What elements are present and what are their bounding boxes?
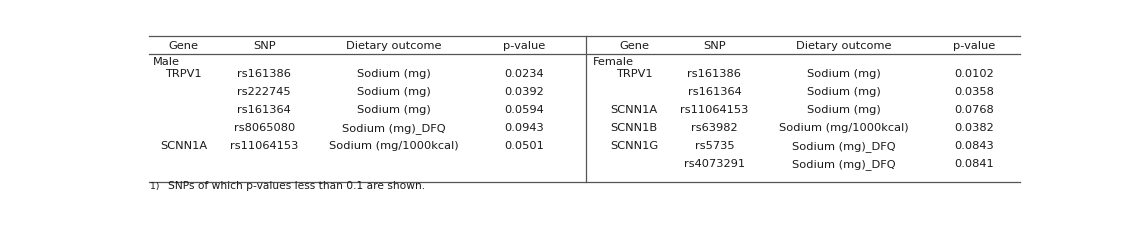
Text: Sodium (mg): Sodium (mg): [808, 86, 880, 96]
Text: rs161364: rs161364: [237, 105, 292, 115]
Text: Sodium (mg): Sodium (mg): [808, 105, 880, 115]
Text: Sodium (mg/1000kcal): Sodium (mg/1000kcal): [329, 141, 459, 151]
Text: TRPV1: TRPV1: [165, 69, 203, 79]
Text: 0.0358: 0.0358: [954, 86, 994, 96]
Text: SCNN1B: SCNN1B: [611, 123, 657, 133]
Text: rs222745: rs222745: [237, 86, 290, 96]
Text: 0.0501: 0.0501: [503, 141, 543, 151]
Text: 0.0594: 0.0594: [503, 105, 543, 115]
Text: 1): 1): [150, 181, 159, 190]
Text: rs5735: rs5735: [695, 141, 735, 151]
Text: Sodium (mg)_DFQ: Sodium (mg)_DFQ: [793, 158, 896, 169]
Text: Female: Female: [592, 57, 633, 67]
Text: 0.0768: 0.0768: [954, 105, 993, 115]
Text: rs8065080: rs8065080: [233, 123, 295, 133]
Text: rs11064153: rs11064153: [680, 105, 748, 115]
Text: SNPs of which p-values less than 0.1 are shown.: SNPs of which p-values less than 0.1 are…: [167, 180, 425, 190]
Text: p-value: p-value: [953, 41, 995, 51]
Text: rs161386: rs161386: [237, 69, 292, 79]
Text: SNP: SNP: [703, 41, 726, 51]
Text: Sodium (mg/1000kcal): Sodium (mg/1000kcal): [779, 123, 909, 133]
Text: 0.0234: 0.0234: [503, 69, 543, 79]
Text: rs161386: rs161386: [688, 69, 741, 79]
Text: 0.0841: 0.0841: [954, 159, 993, 169]
Text: Dietary outcome: Dietary outcome: [796, 41, 892, 51]
Text: p-value: p-value: [502, 41, 544, 51]
Text: Sodium (mg): Sodium (mg): [808, 69, 880, 79]
Text: 0.0382: 0.0382: [954, 123, 993, 133]
Text: 0.0943: 0.0943: [503, 123, 543, 133]
Text: rs63982: rs63982: [691, 123, 738, 133]
Text: SCNN1A: SCNN1A: [161, 141, 207, 151]
Text: Sodium (mg): Sodium (mg): [358, 69, 431, 79]
Text: SNP: SNP: [253, 41, 276, 51]
Text: rs161364: rs161364: [688, 86, 741, 96]
Text: Gene: Gene: [169, 41, 199, 51]
Text: Dietary outcome: Dietary outcome: [346, 41, 442, 51]
Text: Sodium (mg)_DFQ: Sodium (mg)_DFQ: [342, 122, 445, 133]
Text: 0.0392: 0.0392: [503, 86, 543, 96]
Text: rs11064153: rs11064153: [230, 141, 298, 151]
Text: Male: Male: [153, 57, 180, 67]
Text: TRPV1: TRPV1: [616, 69, 653, 79]
Text: Sodium (mg): Sodium (mg): [358, 105, 431, 115]
Text: 0.0843: 0.0843: [954, 141, 993, 151]
Text: SCNN1A: SCNN1A: [611, 105, 657, 115]
Text: Sodium (mg)_DFQ: Sodium (mg)_DFQ: [793, 140, 896, 151]
Text: Sodium (mg): Sodium (mg): [358, 86, 431, 96]
Text: SCNN1G: SCNN1G: [611, 141, 658, 151]
Text: 0.0102: 0.0102: [954, 69, 993, 79]
Text: Gene: Gene: [620, 41, 649, 51]
Text: rs4073291: rs4073291: [683, 159, 745, 169]
